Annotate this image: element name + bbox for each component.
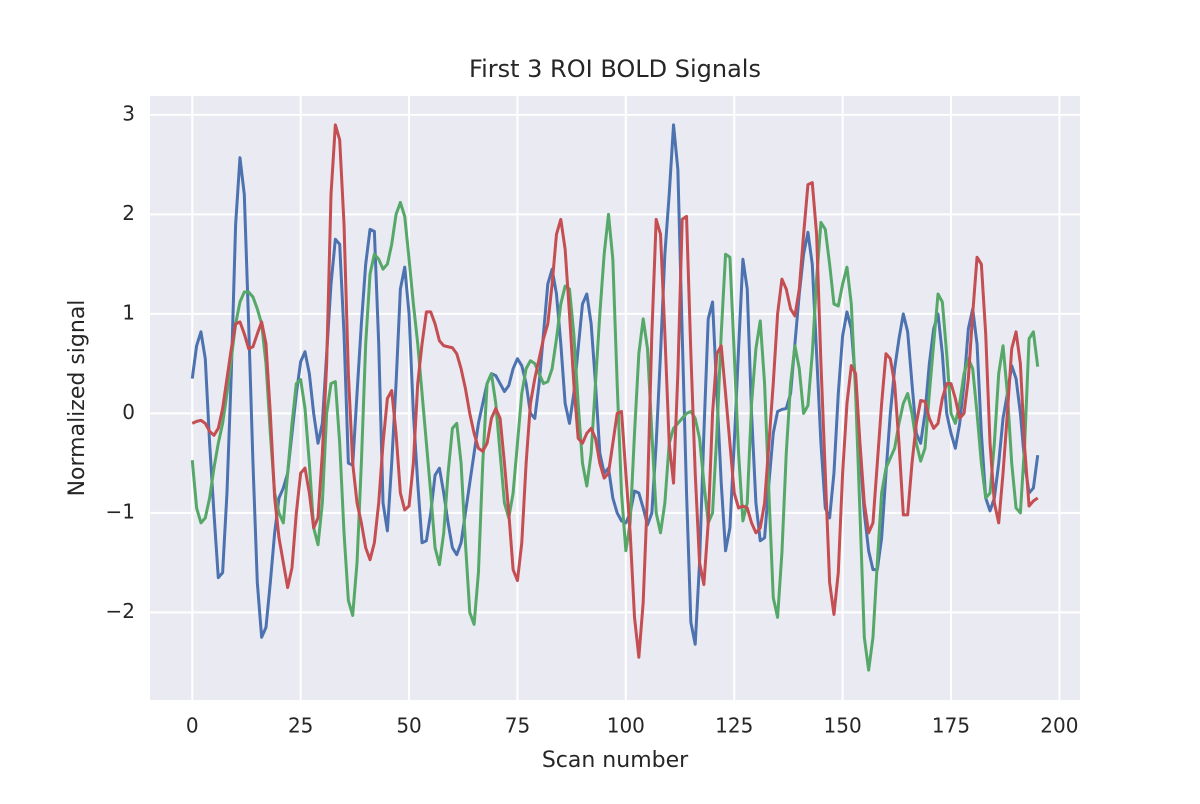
plot-area [150,96,1080,700]
y-tick-label: 2 [122,201,135,225]
line-series [191,123,1039,659]
x-tick-label: 175 [932,714,970,738]
y-tick-label: 0 [122,400,135,424]
x-tick-label: 25 [288,714,313,738]
y-tick-label: 1 [122,300,135,324]
x-tick-label: 50 [396,714,421,738]
line-series [190,123,1040,646]
y-tick-label: 3 [122,101,135,125]
y-axis-label: Normalized signal [65,300,90,497]
y-tick-label: −2 [106,599,135,623]
x-tick-label: 75 [505,714,530,738]
y-tick-label: −1 [106,499,135,523]
chart-title: First 3 ROI BOLD Signals [469,55,761,83]
x-tick-label: 125 [715,714,753,738]
x-tick-label: 200 [1040,714,1078,738]
line-series [190,200,1040,672]
x-tick-label: 0 [186,714,199,738]
x-tick-label: 100 [607,714,645,738]
x-axis-label: Scan number [542,748,689,773]
x-tick-label: 150 [824,714,862,738]
